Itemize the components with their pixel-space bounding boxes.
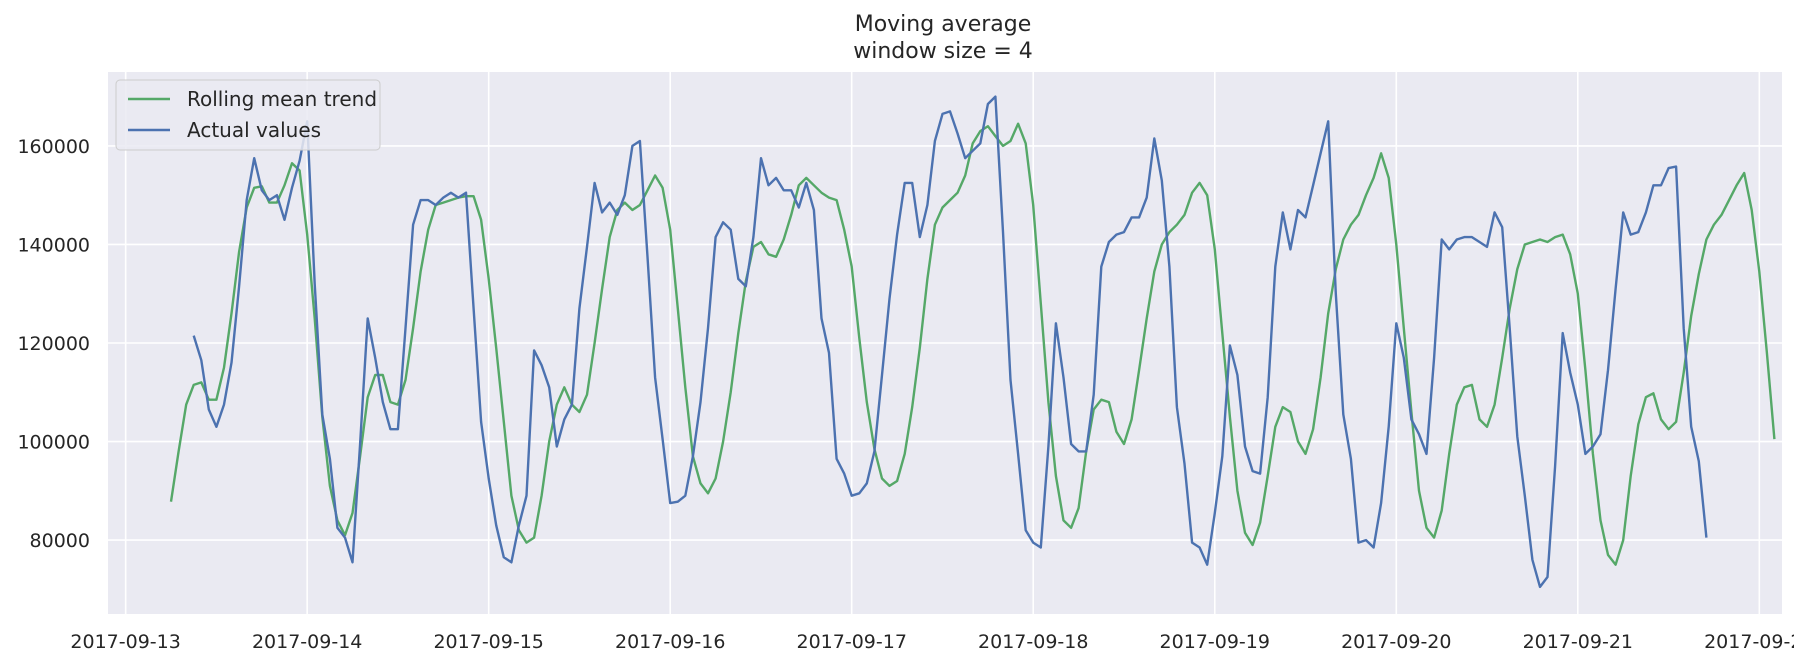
- legend-entry-label: Rolling mean trend: [187, 87, 377, 111]
- x-tick-label: 2017-09-15: [433, 631, 543, 653]
- y-tick-label: 80000: [30, 530, 90, 552]
- x-tick-label: 2017-09-21: [1523, 631, 1633, 653]
- x-tick-label: 2017-09-17: [797, 631, 907, 653]
- y-tick-label: 120000: [17, 333, 90, 355]
- series-layer: [169, 95, 1776, 589]
- x-tick-label: 2017-09-14: [252, 631, 362, 653]
- x-tick-label: 2017-09-13: [70, 631, 180, 653]
- legend-box: [115, 79, 381, 151]
- grid-lines: [108, 72, 1782, 614]
- x-tick-label: 2017-09-16: [615, 631, 725, 653]
- legend: Rolling mean trend Actual values: [115, 79, 381, 151]
- chart-title: Moving average: [855, 12, 1032, 37]
- series-line-actual-values: [192, 95, 1708, 589]
- x-tick-label: 2017-09-18: [978, 631, 1088, 653]
- y-tick-label: 140000: [17, 234, 90, 256]
- y-tick-label: 100000: [17, 432, 90, 454]
- x-tick-label: 2017-09-19: [1160, 631, 1270, 653]
- legend-entry-label: Actual values: [187, 118, 321, 142]
- x-tick-label: 2017-09-22: [1704, 631, 1794, 653]
- chart-subtitle: window size = 4: [853, 39, 1033, 64]
- tick-labels: 80000 100000 120000 140000 160000 2017-09-13 2…: [17, 136, 1794, 653]
- y-tick-label: 160000: [17, 136, 90, 158]
- x-tick-label: 2017-09-20: [1341, 631, 1451, 653]
